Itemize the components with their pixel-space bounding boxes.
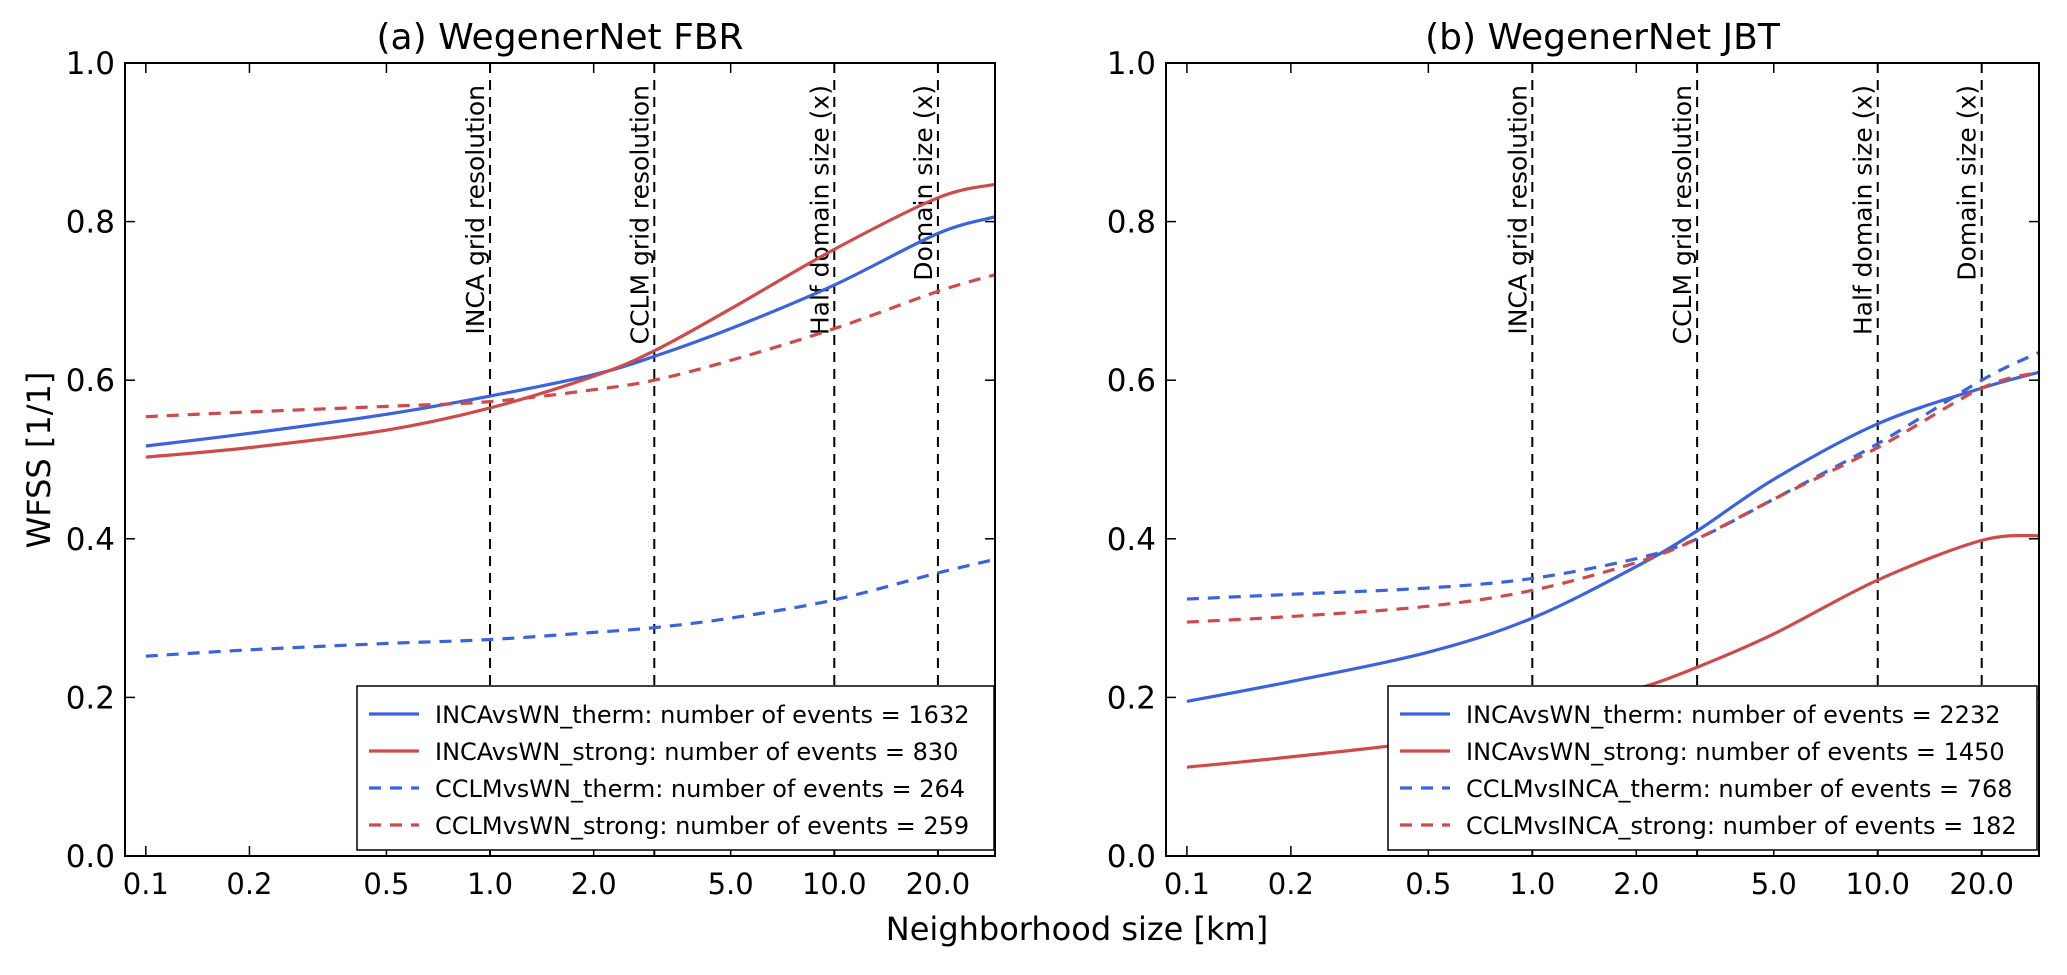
x-tick-label: 0.5: [363, 867, 409, 901]
y-tick-label: 0.0: [66, 839, 115, 875]
legend-box: [1387, 685, 2038, 851]
chart-title: (b) WegenerNet JBT: [1425, 17, 1781, 58]
y-tick-label: 1.0: [66, 46, 115, 82]
y-tick-label: 0.6: [1107, 363, 1156, 399]
legend-label: CCLMvsINCA_therm: number of events = 768: [1466, 775, 2013, 803]
reference-line-label: INCA grid resolution: [1503, 85, 1532, 335]
legend-label: INCAvsWN_strong: number of events = 830: [435, 738, 958, 766]
x-tick-label: 2.0: [571, 867, 617, 901]
reference-line-label: INCA grid resolution: [461, 85, 490, 335]
y-tick-label: 1.0: [1107, 46, 1156, 82]
x-tick-label: 1.0: [467, 867, 513, 901]
legend-label: INCAvsWN_strong: number of events = 1450: [1466, 738, 2005, 766]
y-tick-label: 0.4: [66, 522, 115, 558]
y-axis-label: WFSS [1/1]: [20, 372, 58, 549]
series-line-2: [1186, 351, 2040, 601]
reference-line-label: Half domain size (x): [805, 85, 834, 335]
axes-frame: [124, 62, 996, 857]
axes-frame: [1165, 62, 2040, 857]
series-line-1: [145, 182, 996, 459]
y-tick-label: 0.6: [66, 363, 115, 399]
x-tick-label: 1.0: [1509, 867, 1555, 901]
legend-label: CCLMvsWN_therm: number of events = 264: [435, 775, 965, 803]
x-tick-label: 2.0: [1613, 867, 1659, 901]
y-tick-label: 0.8: [66, 205, 115, 241]
x-tick-label: 0.1: [1164, 867, 1210, 901]
x-tick-label: 0.2: [226, 867, 272, 901]
y-tick-label: 0.2: [1107, 680, 1156, 716]
x-tick-label: 5.0: [708, 867, 754, 901]
chart-title: (a) WegenerNet FBR: [376, 17, 743, 58]
x-tick-label: 20.0: [906, 867, 971, 901]
reference-line-label: Domain size (x): [909, 85, 938, 281]
x-tick-label: 20.0: [1949, 867, 2014, 901]
x-tick-label: 5.0: [1751, 867, 1797, 901]
x-tick-label: 0.2: [1268, 867, 1314, 901]
y-tick-label: 0.8: [1107, 205, 1156, 241]
series-line-3: [145, 273, 996, 419]
reference-line-label: Half domain size (x): [1849, 85, 1878, 335]
y-tick-label: 0.0: [1107, 839, 1156, 875]
reference-line-label: CCLM grid resolution: [1668, 85, 1697, 344]
x-axis-label: Neighborhood size [km]: [886, 910, 1268, 948]
reference-line-label: CCLM grid resolution: [625, 85, 654, 344]
y-tick-label: 0.2: [66, 680, 115, 716]
x-tick-label: 0.1: [123, 867, 169, 901]
x-tick-label: 10.0: [1845, 867, 1910, 901]
legend-label: INCAvsWN_therm: number of events = 1632: [435, 701, 969, 729]
legend: INCAvsWN_therm: number of events = 1632 I…: [356, 685, 995, 851]
panel-b: (b) WegenerNet JBT 0.0 0.2 0.4 0.6 0.8 1.0 0.1 0…: [1107, 17, 2040, 901]
series-line-0: [1186, 370, 2040, 703]
series-line-2: [145, 557, 996, 658]
reference-line-label: Domain size (x): [1953, 85, 1982, 281]
x-tick-label: 0.5: [1405, 867, 1451, 901]
series-line-3: [1186, 370, 2040, 624]
y-tick-label: 0.4: [1107, 522, 1156, 558]
x-tick-label: 10.0: [802, 867, 867, 901]
legend-label: CCLMvsWN_strong: number of events = 259: [435, 812, 969, 840]
legend-label: INCAvsWN_therm: number of events = 2232: [1466, 701, 2000, 729]
legend: INCAvsWN_therm: number of events = 2232 I…: [1387, 685, 2038, 851]
panel-a: (a) WegenerNet FBR 0.0 0.2 0.4 0.6 0.8 1.0 0.1 0…: [66, 17, 996, 901]
series-line-1: [1186, 533, 2040, 769]
legend-box: [356, 685, 995, 851]
legend-label: CCLMvsINCA_strong: number of events = 18…: [1466, 812, 2017, 840]
